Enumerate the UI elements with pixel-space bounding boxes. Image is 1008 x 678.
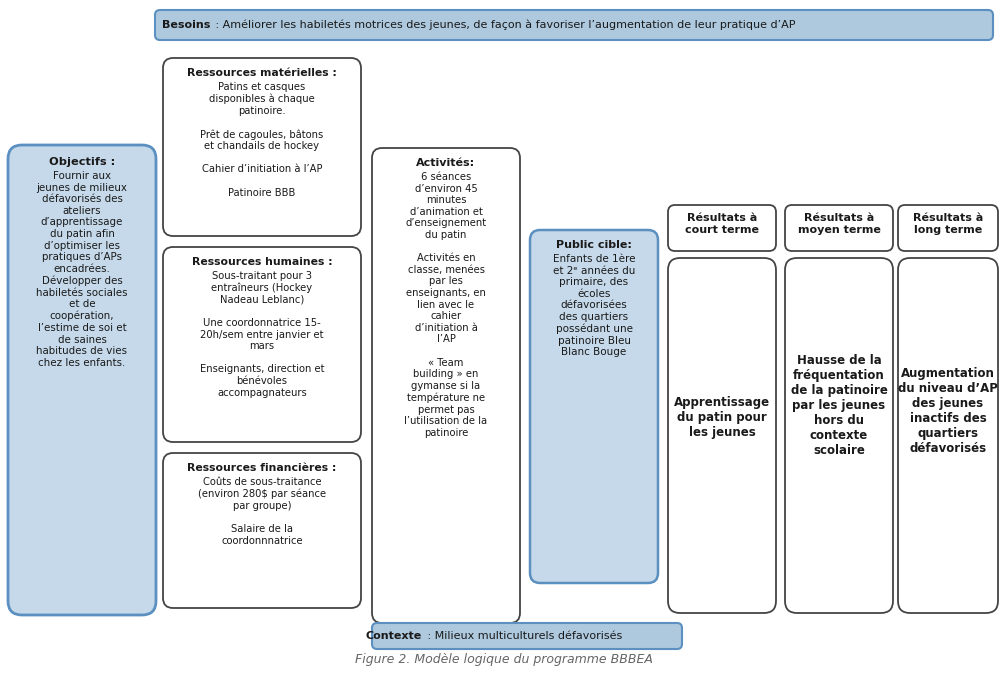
Text: Sous-traitant pour 3
entraîneurs (Hockey
Nadeau Leblanc)

Une coordonnatrice 15-: Sous-traitant pour 3 entraîneurs (Hockey… [200,271,325,397]
FancyBboxPatch shape [898,205,998,251]
FancyBboxPatch shape [668,258,776,613]
Text: Patins et casques
disponibles à chaque
patinoire.

Prêt de cagoules, bâtons
et c: Patins et casques disponibles à chaque p… [201,82,324,197]
FancyBboxPatch shape [163,58,361,236]
Text: Résultats à
moyen terme: Résultats à moyen terme [797,213,880,235]
Text: Résultats à
court terme: Résultats à court terme [685,213,759,235]
Text: Besoins: Besoins [161,20,210,30]
Text: Objectifs :: Objectifs : [48,157,115,167]
Text: Résultats à
long terme: Résultats à long terme [913,213,983,235]
FancyBboxPatch shape [898,258,998,613]
Text: Activités:: Activités: [416,158,476,168]
FancyBboxPatch shape [668,205,776,251]
FancyBboxPatch shape [785,258,893,613]
FancyBboxPatch shape [163,247,361,442]
Text: Enfants de 1ère
et 2ᵉ années du
primaire, des
écoles
défavorisées
des quartiers
: Enfants de 1ère et 2ᵉ années du primaire… [552,254,635,357]
Text: Augmentation
du niveau d’AP
des jeunes
inactifs des
quartiers
défavorisés: Augmentation du niveau d’AP des jeunes i… [898,367,998,454]
Text: Fournir aux
jeunes de milieux
défavorisés des
ateliers
d’apprentissage
du patin : Fournir aux jeunes de milieux défavorisé… [36,171,128,367]
Text: Hausse de la
fréquentation
de la patinoire
par les jeunes
hors du
contexte
scola: Hausse de la fréquentation de la patinoi… [790,354,887,457]
FancyBboxPatch shape [163,453,361,608]
Text: Ressources financières :: Ressources financières : [187,463,337,473]
Text: Public cible:: Public cible: [556,240,632,250]
FancyBboxPatch shape [8,145,156,615]
Text: Coûts de sous-traitance
(environ 280$ par séance
par groupe)

Salaire de la
coor: Coûts de sous-traitance (environ 280$ pa… [198,477,326,546]
Text: 6 séances
d’environ 45
minutes
d’animation et
d’enseignement
du patin

Activités: 6 séances d’environ 45 minutes d’animati… [404,172,488,438]
Text: Figure 2. Modèle logique du programme BBBEA: Figure 2. Modèle logique du programme BB… [355,654,653,666]
Text: Contexte: Contexte [366,631,422,641]
Text: Ressources matérielles :: Ressources matérielles : [187,68,337,78]
Text: Apprentissage
du patin pour
les jeunes: Apprentissage du patin pour les jeunes [674,396,770,439]
FancyBboxPatch shape [372,148,520,623]
FancyBboxPatch shape [155,10,993,40]
Text: Ressources humaines :: Ressources humaines : [192,257,333,267]
Text: : Améliorer les habiletés motrices des jeunes, de façon à favoriser l’augmentati: : Améliorer les habiletés motrices des j… [212,20,795,31]
FancyBboxPatch shape [530,230,658,583]
FancyBboxPatch shape [372,623,682,649]
FancyBboxPatch shape [785,205,893,251]
Text: : Milieux multiculturels défavorisés: : Milieux multiculturels défavorisés [424,631,622,641]
